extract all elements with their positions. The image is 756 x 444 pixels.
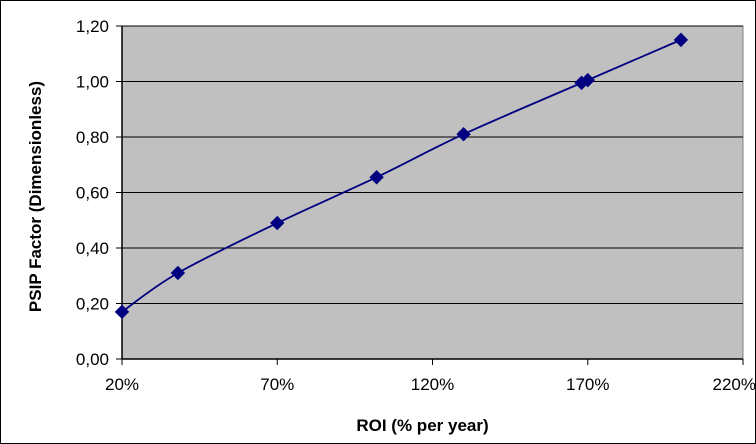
y-tick-label: 0,00 <box>76 350 109 369</box>
x-tick-label: 20% <box>105 375 139 394</box>
y-tick-label: 0,60 <box>76 184 109 203</box>
series-layer <box>114 32 689 320</box>
y-axis-title: PSIP Factor (Dimensionless) <box>26 81 45 312</box>
data-point <box>369 170 384 185</box>
x-tick-label: 120% <box>411 375 454 394</box>
y-tick-label: 1,00 <box>76 73 109 92</box>
data-point <box>580 72 595 88</box>
data-point <box>270 215 285 231</box>
x-axis-title: ROI (% per year) <box>356 416 488 435</box>
data-point <box>673 32 689 48</box>
data-point <box>456 127 471 142</box>
y-axis-ticks: 0,00 0,20 0,40 0,60 0,80 1,00 1,20 <box>76 17 122 369</box>
x-tick-label: 170% <box>566 375 609 394</box>
data-point <box>170 265 186 281</box>
x-tick-label: 220% <box>713 375 756 394</box>
y-tick-label: 0,40 <box>76 239 109 258</box>
y-tick-label: 0,20 <box>76 295 109 314</box>
x-axis-ticks: 20% 70% 120% 170% 220% <box>105 359 756 394</box>
y-tick-label: 0,80 <box>76 128 109 147</box>
x-tick-label: 70% <box>260 375 294 394</box>
data-point <box>114 304 130 320</box>
y-tick-label: 1,20 <box>76 17 109 36</box>
